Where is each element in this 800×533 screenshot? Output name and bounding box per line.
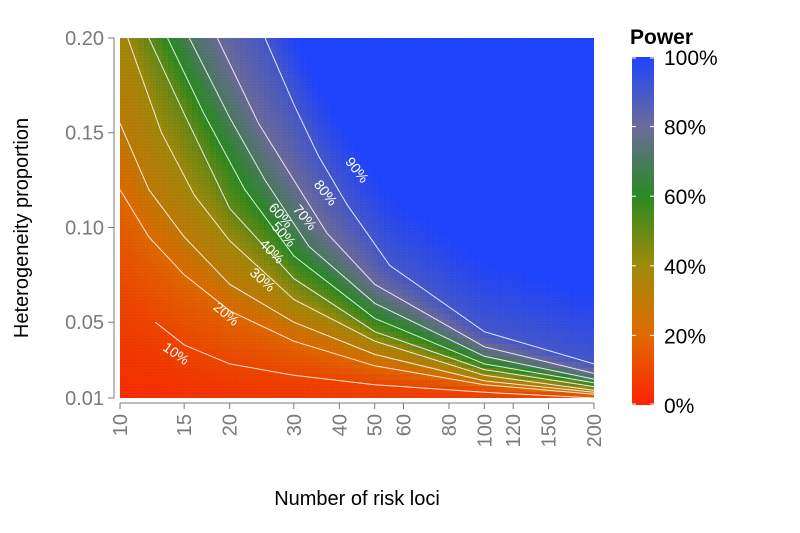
y-tick-label: 0.10 — [65, 217, 104, 239]
x-tick-label: 80 — [439, 414, 461, 436]
x-tick-label: 30 — [284, 414, 306, 436]
contour-line-90 — [264, 38, 594, 365]
x-axis-title: Number of risk loci — [274, 488, 440, 510]
legend: Power 100% 80% 60% 40% 20% 0% — [630, 26, 718, 418]
contour-line-50 — [148, 38, 594, 388]
legend-label: 40% — [664, 256, 706, 279]
legend-color-bar — [632, 57, 654, 405]
x-tick-label: 200 — [584, 414, 606, 447]
y-tick-label: 0.20 — [65, 28, 104, 50]
y-tick-label: 0.05 — [65, 312, 104, 334]
contour-line-60 — [167, 38, 594, 384]
x-tick-label: 15 — [174, 414, 196, 436]
contour-line-20 — [120, 189, 594, 395]
x-axis: 10 15 20 30 40 50 60 80 100 120 150 200 — [110, 402, 606, 447]
x-tick-label: 60 — [394, 414, 416, 436]
legend-label: 60% — [664, 186, 706, 209]
contour-line-10 — [154, 321, 594, 398]
x-tick-label: 120 — [503, 414, 525, 447]
x-tick-label: 150 — [538, 414, 560, 447]
contour-line-30 — [120, 123, 594, 393]
y-tick-label: 0.15 — [65, 123, 104, 145]
heatmap-area — [120, 38, 594, 398]
x-tick-label: 50 — [365, 414, 387, 436]
x-tick-label: 100 — [474, 414, 496, 447]
x-tick-label: 10 — [110, 414, 132, 436]
legend-label: 80% — [664, 117, 706, 140]
x-tick-label: 40 — [329, 414, 351, 436]
contour-line-40 — [127, 38, 594, 391]
legend-label: 0% — [664, 395, 694, 418]
legend-label: 100% — [664, 47, 718, 70]
y-axis: 0.01 0.05 0.10 0.15 0.20 — [65, 28, 115, 410]
legend-label: 20% — [664, 325, 706, 348]
y-tick-label: 0.01 — [65, 388, 104, 410]
legend-title: Power — [630, 26, 693, 49]
contour-lines — [120, 38, 594, 398]
x-tick-label: 20 — [220, 414, 242, 436]
y-axis-title: Heterogeneity proportion — [11, 118, 33, 338]
contour-line-80 — [216, 38, 594, 374]
contour-line-70 — [188, 38, 594, 380]
